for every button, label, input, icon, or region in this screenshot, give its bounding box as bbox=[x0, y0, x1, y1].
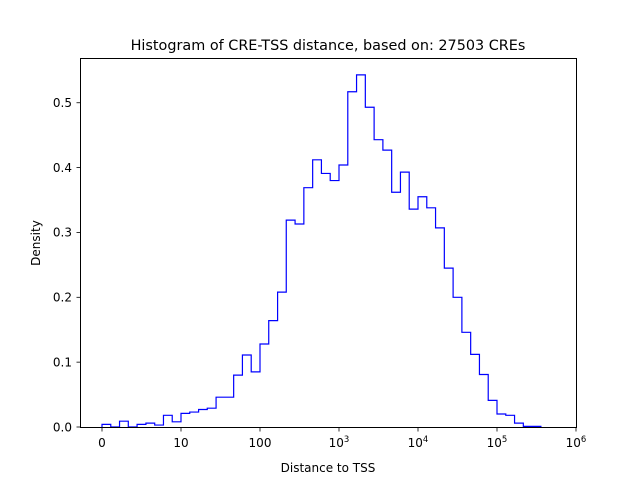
x-axis-label: Distance to TSS bbox=[281, 461, 376, 475]
histogram-bin bbox=[392, 192, 401, 427]
histogram-bin bbox=[242, 355, 251, 427]
histogram-bin bbox=[400, 172, 409, 427]
histogram-bin bbox=[163, 415, 172, 427]
x-tick-label: 103 bbox=[329, 435, 350, 450]
x-tick-label: 100 bbox=[249, 436, 272, 450]
histogram-bin bbox=[365, 107, 374, 427]
histogram-bin bbox=[348, 92, 357, 427]
histogram-bin bbox=[190, 412, 199, 427]
histogram-bin bbox=[260, 344, 269, 427]
histogram-bin bbox=[462, 332, 471, 427]
histogram-bin bbox=[146, 423, 155, 427]
histogram-bin bbox=[479, 374, 488, 427]
histogram-bin bbox=[207, 408, 216, 427]
histogram-bin bbox=[506, 415, 515, 427]
y-tick-label: 0.2 bbox=[53, 291, 72, 305]
histogram-bin bbox=[471, 354, 480, 427]
histogram-bin bbox=[383, 150, 392, 427]
x-axis-ticks: 0 10 100 103 104 105 106 bbox=[98, 427, 587, 450]
histogram-bin bbox=[172, 422, 181, 427]
histogram-bin bbox=[225, 397, 234, 427]
histogram-bin bbox=[137, 424, 146, 427]
histogram-bin bbox=[199, 409, 208, 427]
plot-area bbox=[101, 74, 542, 428]
histogram-bin bbox=[532, 426, 541, 427]
y-axis-label: Density bbox=[29, 220, 43, 266]
histogram-bin bbox=[523, 426, 532, 427]
histogram-bin bbox=[409, 209, 418, 427]
histogram-bin bbox=[418, 197, 427, 427]
histogram-step-line bbox=[101, 74, 542, 428]
histogram-bin bbox=[444, 268, 453, 427]
histogram-bin bbox=[295, 224, 304, 427]
histogram-bin bbox=[374, 140, 383, 427]
histogram-bin bbox=[155, 425, 164, 427]
histogram-bin bbox=[278, 292, 287, 427]
histogram-bin bbox=[339, 165, 348, 427]
x-tick-label: 10 bbox=[173, 436, 188, 450]
axes-frame bbox=[80, 58, 577, 428]
y-tick-label: 0.0 bbox=[53, 420, 72, 434]
histogram-bin bbox=[488, 400, 497, 427]
y-axis-ticks: 0.0 0.1 0.2 0.3 0.4 0.5 bbox=[53, 96, 81, 434]
y-tick-label: 0.1 bbox=[53, 355, 72, 369]
histogram-bin bbox=[515, 423, 524, 427]
histogram-bin bbox=[251, 372, 260, 427]
x-tick-label: 105 bbox=[487, 435, 508, 450]
histogram-bin bbox=[102, 424, 111, 427]
x-tick-label: 104 bbox=[408, 435, 429, 450]
histogram-bin bbox=[436, 228, 445, 427]
histogram-bin bbox=[427, 208, 436, 427]
histogram-bin bbox=[269, 321, 278, 427]
histogram-bin bbox=[304, 188, 313, 427]
histogram-bin bbox=[321, 173, 330, 427]
x-tick-label: 0 bbox=[98, 436, 106, 450]
x-tick-label: 106 bbox=[566, 435, 587, 450]
y-tick-label: 0.5 bbox=[53, 96, 72, 110]
y-tick-label: 0.4 bbox=[53, 161, 72, 175]
histogram-bin bbox=[120, 421, 129, 427]
histogram-bin bbox=[497, 414, 506, 427]
y-tick-label: 0.3 bbox=[53, 226, 72, 240]
histogram-bin bbox=[453, 297, 462, 427]
histogram-bin bbox=[330, 181, 339, 427]
histogram-bin bbox=[234, 375, 243, 427]
histogram-bin bbox=[313, 160, 322, 427]
histogram-bin bbox=[357, 75, 366, 427]
histogram-bin bbox=[181, 413, 190, 427]
chart-title: Histogram of CRE-TSS distance, based on:… bbox=[131, 38, 526, 54]
histogram-bin bbox=[216, 397, 225, 427]
histogram-bin bbox=[286, 220, 295, 427]
